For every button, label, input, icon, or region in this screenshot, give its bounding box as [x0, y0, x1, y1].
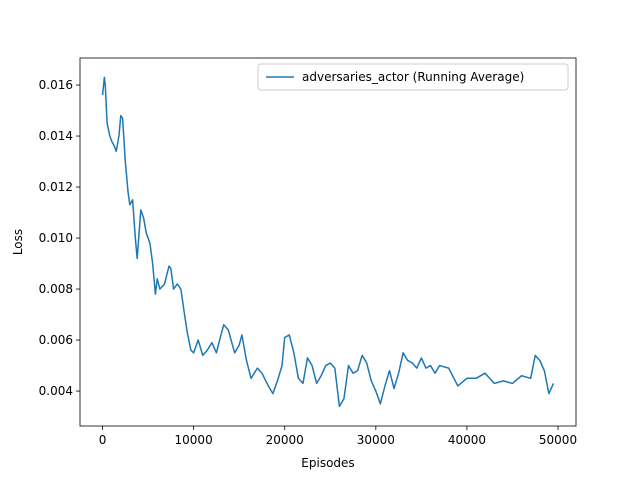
line-series: [101, 76, 555, 408]
y-tick-label: 0.014: [39, 129, 73, 143]
x-tick-label: 20000: [266, 433, 304, 447]
plot-frame: [79, 57, 577, 427]
y-tick-label: 0.016: [39, 78, 73, 92]
x-tick-label: 0: [99, 433, 107, 447]
y-tick-label: 0.012: [39, 180, 73, 194]
legend-label: adversaries_actor (Running Average): [302, 70, 524, 84]
y-tick-label: 0.006: [39, 333, 73, 347]
x-tick-label: 40000: [448, 433, 486, 447]
x-tick-label: 10000: [175, 433, 213, 447]
y-axis-label: Loss: [11, 229, 25, 255]
x-axis-label: Episodes: [301, 456, 354, 470]
y-tick-label: 0.010: [39, 231, 73, 245]
x-tick-label: 50000: [539, 433, 577, 447]
y-tick-label: 0.004: [39, 384, 73, 398]
legend-box: [257, 63, 569, 91]
y-tick-label: 0.008: [39, 282, 73, 296]
x-tick-label: 30000: [357, 433, 395, 447]
